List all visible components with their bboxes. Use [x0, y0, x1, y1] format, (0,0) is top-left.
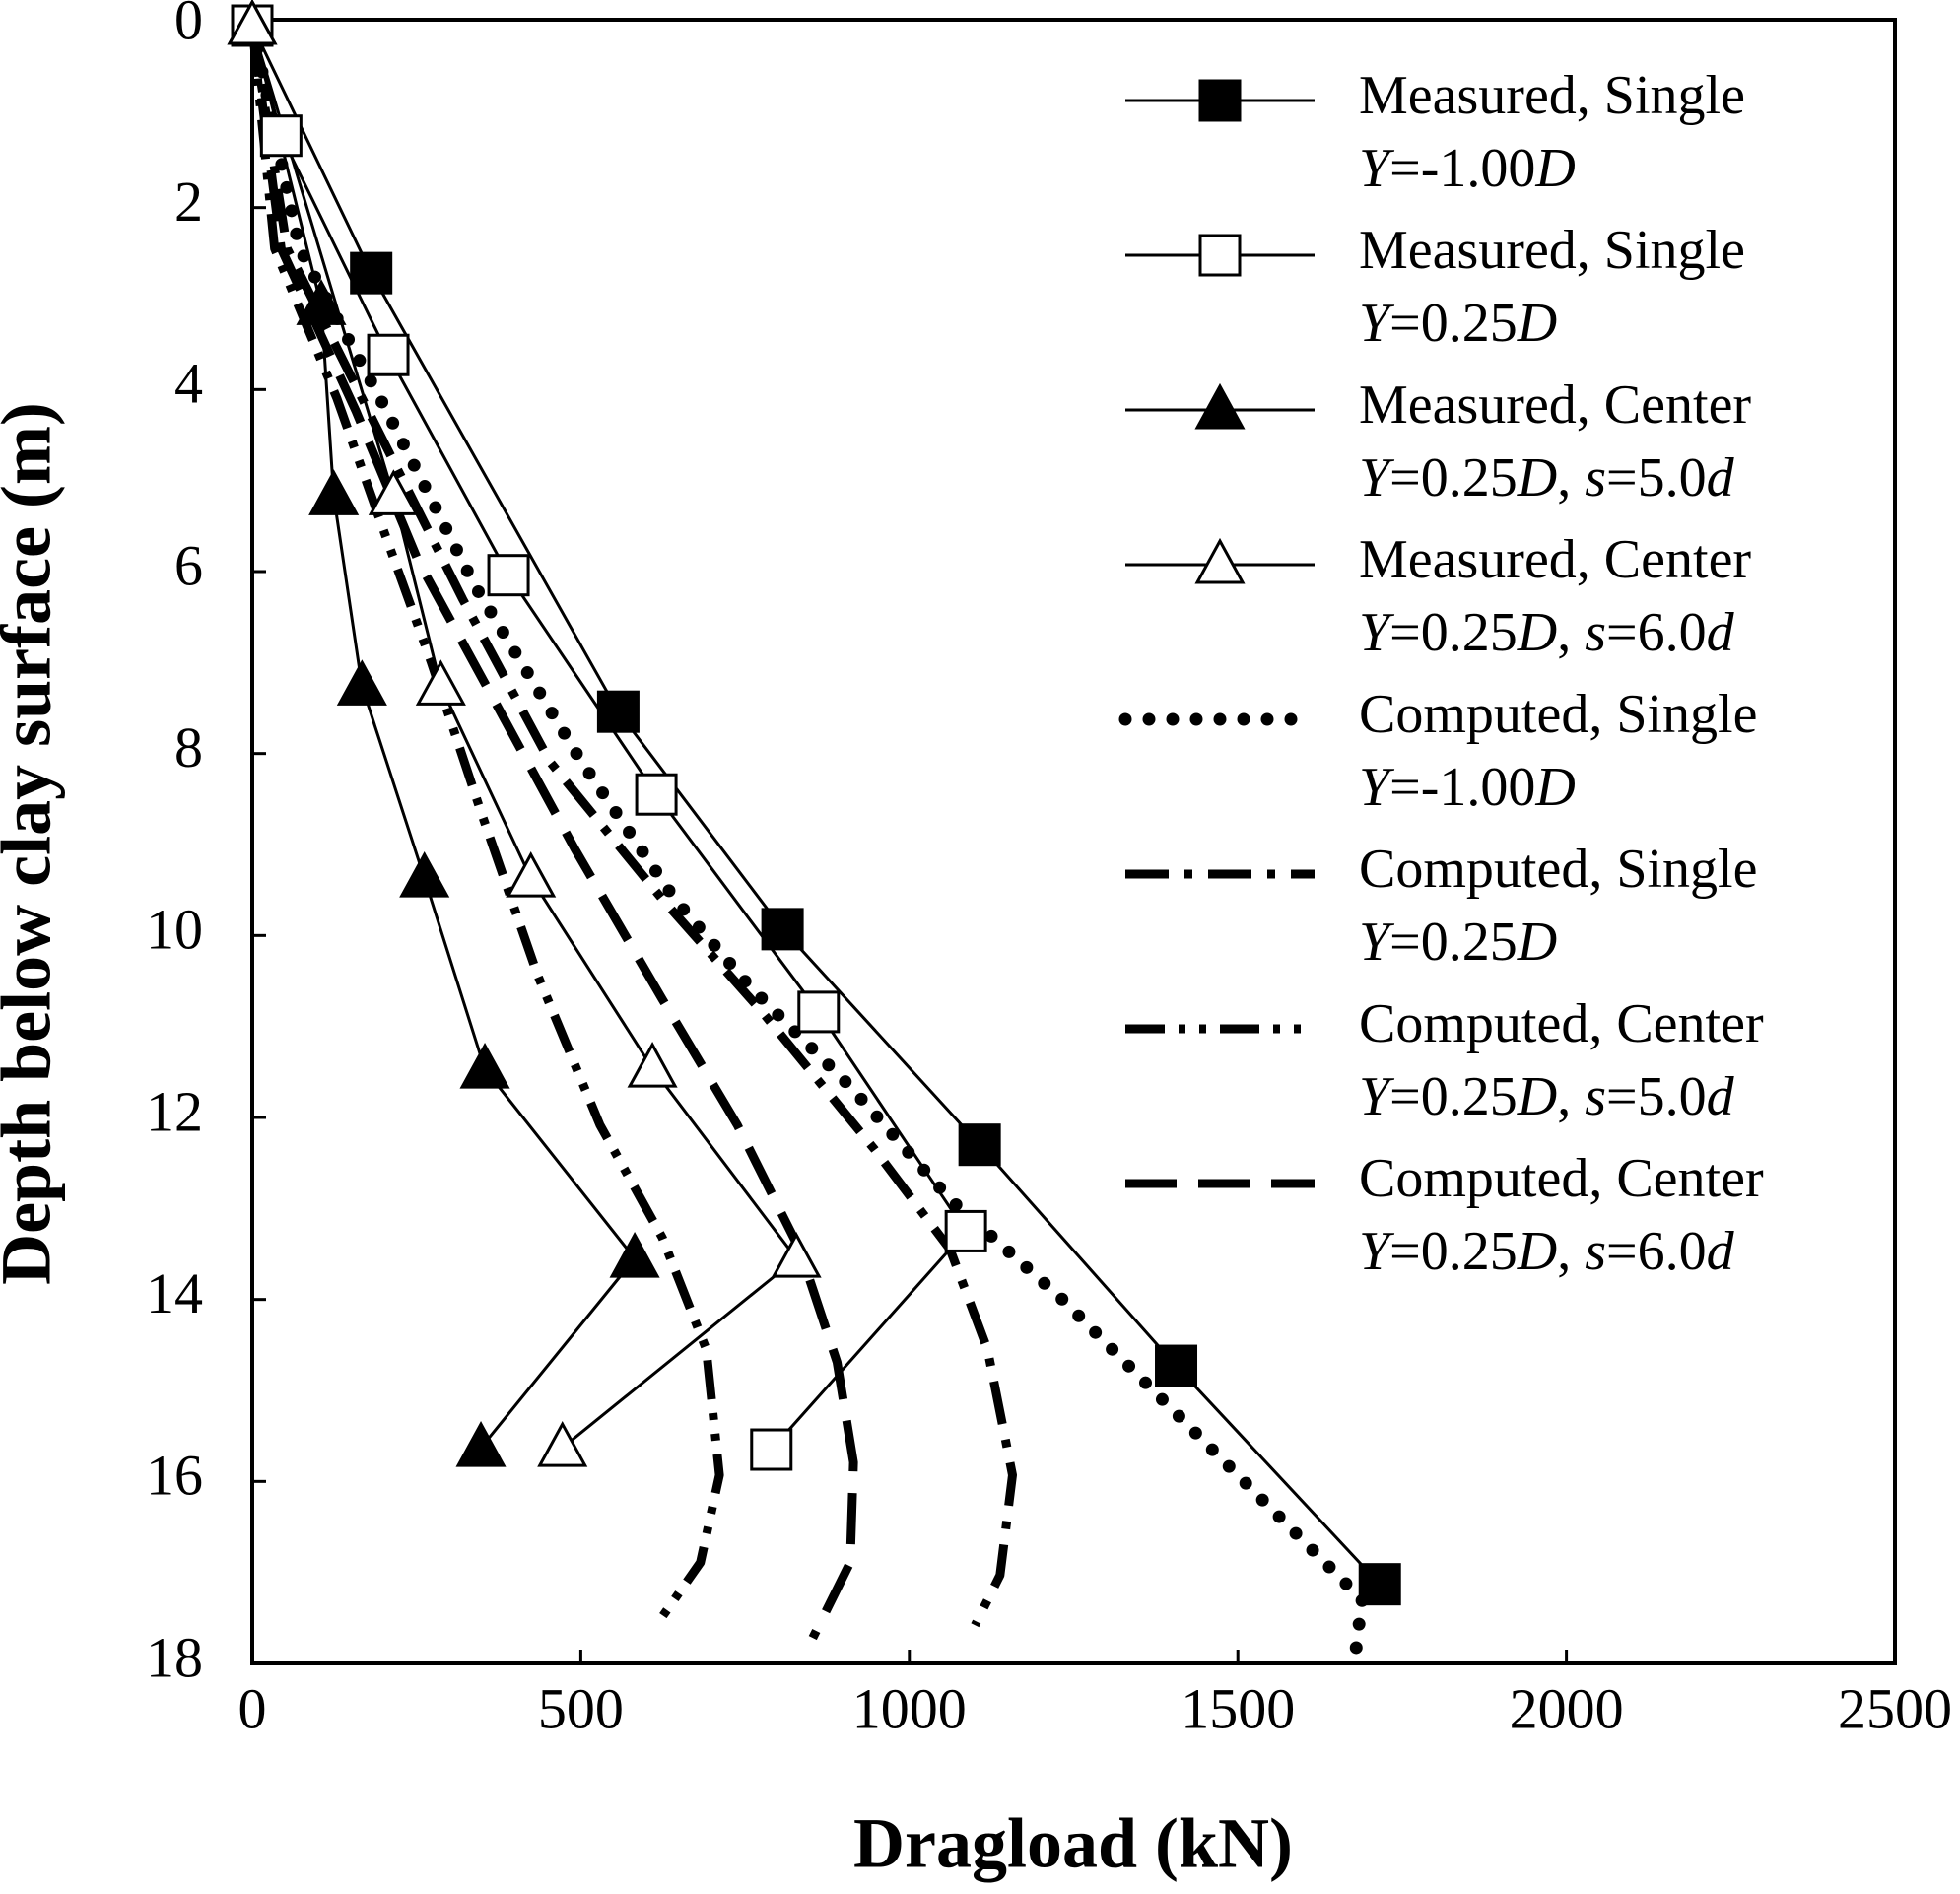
marker — [1198, 79, 1242, 122]
marker — [1194, 537, 1246, 584]
x-tick-label: 2000 — [1510, 1676, 1624, 1740]
marker — [797, 990, 841, 1034]
marker — [596, 690, 640, 733]
marker — [635, 773, 678, 816]
y-tick-label: 4 — [174, 352, 203, 416]
marker — [1358, 1563, 1401, 1606]
series-line — [250, 25, 637, 1450]
legend-label: Measured, Center — [1359, 529, 1751, 590]
legend-label: Measured, Single — [1359, 220, 1745, 281]
series-line — [247, 25, 1017, 1628]
x-axis-title: Dragload (kN) — [853, 1804, 1293, 1883]
series-line — [250, 25, 968, 1452]
y-tick-label: 2 — [174, 169, 203, 234]
marker — [1198, 234, 1242, 277]
y-tick-label: 18 — [146, 1625, 203, 1689]
marker — [367, 333, 410, 376]
marker — [350, 251, 393, 295]
x-tick-label: 1000 — [852, 1676, 967, 1740]
plot-frame — [250, 18, 1897, 1665]
legend-condition: Y=0.25D, s=5.0d — [1359, 447, 1735, 508]
y-tick-label: 6 — [174, 533, 203, 597]
marker — [455, 1421, 507, 1467]
marker — [761, 908, 804, 951]
legend-label: Measured, Center — [1359, 374, 1751, 436]
legend-condition: Y=0.25D — [1359, 912, 1557, 973]
series-line — [245, 19, 1369, 1655]
legend-condition: Y=0.25D, s=5.0d — [1359, 1066, 1735, 1127]
marker — [308, 469, 360, 515]
y-tick-label: 12 — [146, 1079, 203, 1143]
legend-label: Computed, Single — [1359, 684, 1757, 745]
y-tick-label: 0 — [174, 0, 203, 51]
marker — [459, 1042, 510, 1089]
marker — [627, 1042, 678, 1088]
y-tick-label: 10 — [146, 898, 203, 962]
legend-condition: Y=0.25D, s=6.0d — [1359, 1221, 1735, 1282]
marker — [399, 851, 450, 898]
y-tick-label: 8 — [174, 715, 203, 779]
marker — [1194, 382, 1246, 430]
marker — [750, 1428, 793, 1471]
marker — [415, 659, 466, 706]
legend-label: Computed, Center — [1359, 993, 1764, 1054]
x-tick-label: 2500 — [1838, 1676, 1952, 1740]
marker — [296, 279, 347, 325]
marker — [537, 1421, 588, 1467]
legend-condition: Y=-1.00D — [1359, 757, 1576, 818]
marker — [227, 0, 278, 45]
x-tick-label: 0 — [238, 1676, 267, 1740]
legend-label: Computed, Center — [1359, 1148, 1764, 1209]
legend-label: Measured, Single — [1359, 65, 1745, 126]
legend-condition: Y=-1.00D — [1359, 138, 1576, 199]
series-line — [247, 25, 724, 1628]
legend-condition: Y=0.25D — [1359, 293, 1557, 354]
legend-condition: Y=0.25D, s=6.0d — [1359, 602, 1735, 663]
marker — [368, 469, 419, 515]
marker — [771, 1231, 822, 1278]
x-tick-label: 500 — [538, 1676, 624, 1740]
marker — [336, 659, 387, 706]
marker — [609, 1231, 660, 1278]
marker — [506, 851, 557, 898]
series-line — [250, 25, 798, 1450]
marker — [487, 554, 530, 597]
y-tick-label: 14 — [146, 1261, 203, 1325]
marker — [944, 1209, 987, 1252]
marker — [1155, 1344, 1198, 1387]
series-line — [247, 25, 858, 1641]
y-axis-title: Depth below clay surface (m) — [0, 402, 66, 1285]
marker — [958, 1123, 1001, 1167]
legend-label: Computed, Single — [1359, 839, 1757, 900]
x-tick-label: 1500 — [1181, 1676, 1295, 1740]
y-tick-label: 16 — [146, 1444, 203, 1508]
marker — [259, 114, 303, 158]
